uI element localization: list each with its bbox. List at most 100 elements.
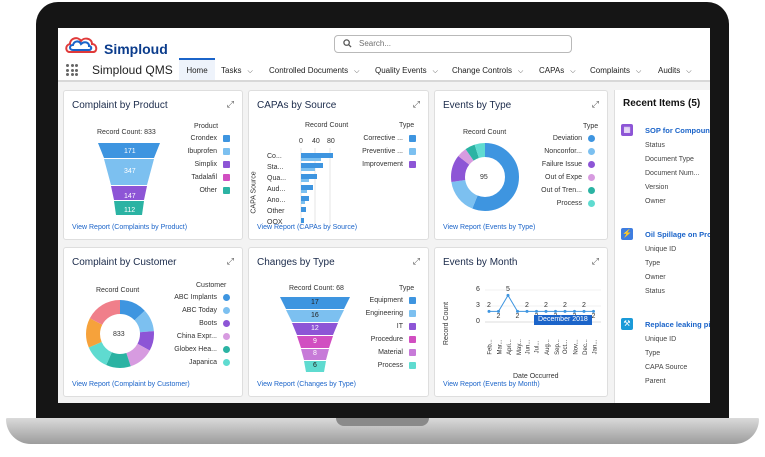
laptop-notch: [336, 418, 429, 426]
search-placeholder: Search...: [359, 39, 392, 48]
nav-tab-capas[interactable]: CAPAs ⌵: [539, 66, 576, 75]
data-label: 2: [582, 302, 586, 310]
x-tick-label: Oct...: [563, 339, 570, 355]
expand-icon[interactable]: ⤢: [591, 99, 599, 109]
chevron-down-icon[interactable]: ⌵: [636, 68, 642, 75]
view-report-link[interactable]: View Report (Events by Month): [443, 381, 540, 388]
chevron-down-icon[interactable]: ⌵: [247, 68, 253, 75]
recent-item-field: Status: [645, 142, 665, 149]
category-label: Qua...: [267, 175, 287, 182]
bar: [301, 185, 313, 190]
x-axis-label: Date Occurred: [513, 373, 559, 380]
expand-icon[interactable]: ⤢: [226, 99, 234, 109]
data-label: 2: [525, 302, 529, 310]
nav-tab-quality-events[interactable]: Quality Events ⌵: [375, 66, 438, 75]
legend-item: Tadalafil: [191, 174, 217, 181]
bar-chart: [300, 148, 333, 228]
y-tick: 0: [476, 318, 480, 325]
expand-icon[interactable]: ⤢: [412, 256, 420, 266]
series-line: [489, 294, 594, 312]
category-label: Co...: [267, 153, 282, 160]
funnel-segment: [301, 349, 329, 360]
legend-item: Crondex: [190, 135, 217, 142]
search-icon: [343, 39, 352, 48]
x-tick-label: Mar...: [497, 339, 504, 355]
nav-tab-change-controls[interactable]: Change Controls ⌵: [452, 66, 524, 75]
data-point[interactable]: [525, 309, 529, 313]
nav-tab-complaints[interactable]: Complaints ⌵: [590, 66, 642, 75]
chevron-down-icon[interactable]: ⌵: [518, 68, 524, 75]
chevron-down-icon[interactable]: ⌵: [432, 68, 438, 75]
record-count: Record Count: [96, 287, 140, 294]
legend-swatch: [588, 161, 595, 168]
funnel-segment: [292, 323, 338, 335]
recent-item-title[interactable]: Replace leaking pi: [645, 320, 710, 329]
data-label: 2: [496, 313, 501, 321]
record-count: Record Count: [463, 129, 507, 136]
data-label: 2: [487, 302, 491, 310]
legend-swatch: [223, 333, 230, 340]
expand-icon[interactable]: ⤢: [591, 256, 599, 266]
simploud-logo[interactable]: Simploud: [64, 34, 174, 58]
x-tick: 0: [299, 138, 303, 145]
chevron-down-icon[interactable]: ⌵: [354, 68, 360, 75]
funnel-segment: [297, 336, 333, 348]
data-point[interactable]: [487, 309, 491, 313]
funnel-segment: [304, 361, 326, 372]
funnel-label: 17: [311, 299, 319, 306]
data-point[interactable]: [563, 309, 567, 313]
view-report-link[interactable]: View Report (Complaints by Product): [72, 224, 188, 231]
nav-tab-controlled-documents[interactable]: Controlled Documents ⌵: [269, 66, 360, 75]
nav-tab-audits[interactable]: Audits ⌵: [658, 66, 692, 75]
legend-item: Simplix: [194, 161, 217, 168]
y-axis-label: Record Count: [443, 301, 451, 346]
nav-tab-tasks[interactable]: Tasks ⌵: [221, 66, 253, 75]
expand-icon[interactable]: ⤢: [226, 256, 234, 266]
legend-swatch: [223, 294, 230, 301]
data-label: 2: [544, 302, 548, 310]
legend-swatch: [223, 320, 230, 327]
data-point[interactable]: [592, 309, 595, 313]
legend-title: Type: [399, 285, 415, 292]
data-point[interactable]: [535, 309, 538, 313]
legend-swatch: [409, 349, 416, 356]
data-point[interactable]: [582, 309, 586, 313]
donut-chart: [451, 143, 519, 211]
view-report-link[interactable]: View Report (Complaint by Customer): [72, 381, 190, 388]
data-point[interactable]: [573, 309, 576, 313]
recent-item-title[interactable]: Oil Spillage on Pro: [645, 230, 710, 239]
data-point[interactable]: [497, 309, 500, 313]
search-box[interactable]: Search...: [334, 35, 572, 53]
data-point[interactable]: [554, 309, 557, 313]
view-report-link[interactable]: View Report (CAPAs by Source): [257, 224, 358, 231]
donut-slice: [86, 300, 154, 368]
legend-item: Out of Tren...: [541, 187, 582, 194]
chevron-down-icon[interactable]: ⌵: [570, 68, 576, 75]
legend-item: Corrective ...: [363, 135, 403, 142]
x-tick: 40: [312, 138, 320, 145]
funnel-label: 16: [311, 312, 319, 319]
card-title: CAPAs by Source: [257, 100, 337, 111]
data-point[interactable]: [516, 309, 519, 313]
recent-items-title: Recent Items (5): [623, 98, 701, 109]
view-report-link[interactable]: View Report (Events by Type): [443, 224, 536, 231]
data-point[interactable]: [544, 309, 548, 313]
recent-item-title[interactable]: SOP for Compoun: [645, 126, 710, 135]
recent-item-field: Type: [645, 260, 661, 267]
nav-tab-home[interactable]: Home: [179, 58, 215, 80]
y-tick: 6: [476, 286, 480, 293]
funnel-segment: [111, 186, 147, 200]
category-label: Sta...: [267, 164, 284, 171]
card-events-by-type: Events by Type ⤢ Record Count 95 Type De…: [434, 90, 608, 240]
app-launcher-icon[interactable]: [66, 64, 78, 76]
expand-icon[interactable]: ⤢: [412, 99, 420, 109]
legend-item: Deviation: [552, 135, 582, 142]
view-report-link[interactable]: View Report (Changes by Type): [257, 381, 356, 388]
bar: [301, 196, 309, 201]
x-tick-label: May...: [516, 339, 523, 355]
chevron-down-icon[interactable]: ⌵: [686, 68, 692, 75]
line-chart: [485, 289, 601, 323]
data-point[interactable]: [506, 293, 510, 297]
legend-item: Nonconfor...: [544, 148, 582, 155]
